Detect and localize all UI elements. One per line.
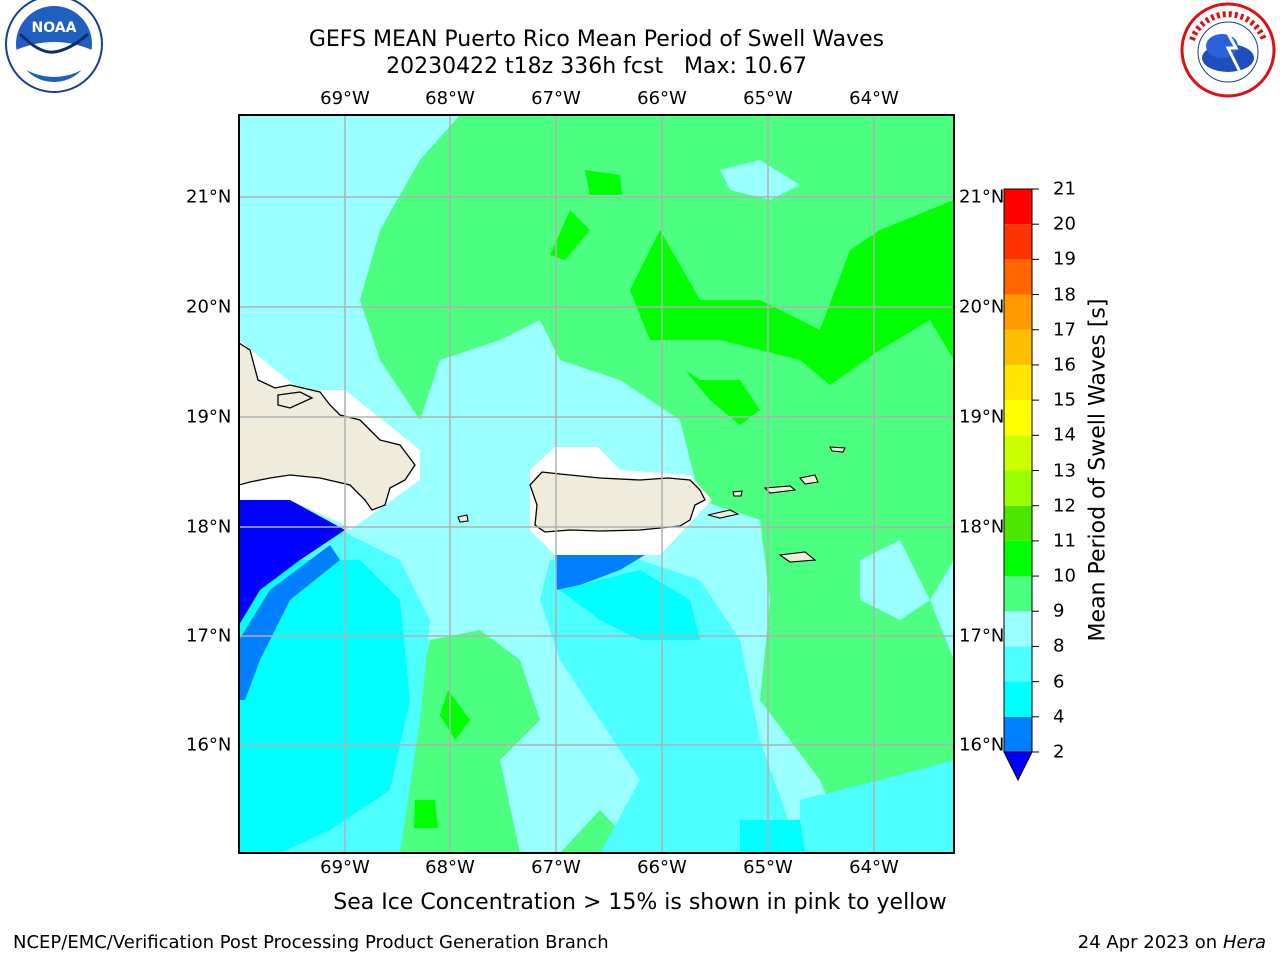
footer-date: 24 Apr 2023 on Hera (1078, 932, 1266, 953)
field-2-4 (239, 545, 340, 700)
bottom-lon-label: 65°W (743, 857, 793, 878)
noaa-logo: NOAA (5, 0, 103, 93)
colorbar-segment (1004, 259, 1032, 295)
colorbar-segment (1004, 646, 1032, 682)
field-6-8-east (800, 760, 954, 853)
field-8-9-patch (720, 160, 800, 200)
land-hispaniola-north (277, 391, 314, 409)
colorbar-segment (1004, 540, 1032, 577)
map-frame (238, 114, 955, 854)
top-lon-label: 68°W (425, 88, 475, 109)
colorbar-tick-label: 11 (1053, 530, 1076, 552)
colorbar-segment (1004, 716, 1032, 752)
top-lon-label: 65°W (743, 88, 793, 109)
colorbar-segment (1004, 189, 1032, 225)
field-10-11-e (440, 690, 470, 740)
colorbar-tick-label: 19 (1053, 248, 1076, 270)
land-anegada (829, 446, 846, 453)
left-lat-label: 18°N (186, 516, 232, 538)
footer-credit: NCEP/EMC/Verification Post Processing Pr… (13, 932, 609, 953)
top-lon-label: 64°W (849, 88, 899, 109)
noaa-logo-text: NOAA (32, 20, 77, 36)
field-4-6-se (740, 820, 805, 853)
colorbar-segment (1004, 576, 1032, 612)
footer-date-text: 24 Apr 2023 on (1077, 932, 1218, 953)
colorbar-segment (1004, 681, 1032, 717)
colorbar-segment (1004, 435, 1032, 471)
colorbar-tick-label: 18 (1053, 284, 1076, 306)
left-lat-label: 20°N (186, 296, 232, 318)
colorbar-tick-label: 16 (1053, 354, 1076, 376)
colorbar-segment (1004, 364, 1032, 401)
colorbar-tick-label: 9 (1053, 600, 1065, 622)
colorbar-segment (1004, 224, 1032, 260)
field-10-11-d (550, 210, 590, 260)
land-hispaniola (239, 342, 416, 511)
right-lat-label: 16°N (959, 734, 1005, 756)
colorbar-segment (1004, 505, 1032, 541)
footer-machine: Hera (1222, 932, 1266, 953)
bottom-lon-label: 68°W (425, 857, 475, 878)
right-lat-label: 19°N (959, 406, 1005, 428)
right-lat-label: 20°N (959, 296, 1005, 318)
left-lat-label: 21°N (186, 186, 232, 208)
colorbar-tick-label: 15 (1053, 389, 1076, 411)
field-8-9-patch2 (860, 540, 930, 620)
colorbar-tick-label: 10 (1053, 565, 1076, 587)
land-culebra (732, 490, 743, 497)
colorbar-label: Mean Period of Swell Waves [s] (1085, 298, 1111, 642)
top-lon-label: 66°W (637, 88, 687, 109)
colorbar-tick-label: 13 (1053, 460, 1076, 481)
field-4-6-south (560, 570, 700, 640)
colorbar-extend-min (1003, 751, 1033, 782)
field-10-11-a (630, 200, 954, 385)
top-lon-label: 67°W (531, 88, 581, 109)
colorbar-tick-label: 12 (1053, 495, 1076, 517)
colorbar-segment (1004, 611, 1032, 647)
field-10-11-c (585, 170, 622, 195)
colorbar-segment (1004, 400, 1032, 436)
bottom-lon-label: 66°W (637, 857, 687, 878)
sea-ice-note: Sea Ice Concentration > 15% is shown in … (333, 890, 947, 915)
colorbar-tick-label: 14 (1053, 424, 1076, 446)
bottom-lon-label: 64°W (849, 857, 899, 878)
colorbar-tick-label: 20 (1053, 213, 1076, 235)
colorbar-segment (1004, 294, 1032, 330)
colorbar-tick-label: 8 (1053, 635, 1065, 657)
field-6-8-south (540, 560, 800, 853)
bottom-lon-label: 69°W (320, 857, 370, 878)
colorbar-segment (1004, 470, 1032, 506)
land-mona (457, 514, 469, 523)
field-2-4-south (555, 555, 645, 590)
colorbar-tick-label: 6 (1053, 671, 1065, 693)
field-below-2 (239, 500, 345, 625)
colorbar-tick-label: 21 (1053, 178, 1076, 200)
land-st-croix (778, 551, 817, 563)
colorbar-segment (1004, 329, 1032, 365)
colorbar-tick-label: 2 (1053, 741, 1065, 763)
field-9-10-north (360, 115, 954, 853)
colorbar-tick-label: 4 (1053, 706, 1065, 728)
left-lat-label: 19°N (186, 406, 232, 428)
right-lat-label: 18°N (959, 516, 1005, 538)
bottom-lon-label: 67°W (531, 857, 581, 878)
field-10-11-f (414, 800, 438, 828)
colorbar-tick-label: 17 (1053, 319, 1076, 341)
left-lat-label: 16°N (186, 734, 232, 756)
left-lat-label: 17°N (186, 625, 232, 647)
chart-title: GEFS MEAN Puerto Rico Mean Period of Swe… (308, 27, 885, 52)
land-virgin-islands-2 (798, 474, 819, 485)
right-lat-label: 17°N (959, 625, 1005, 647)
land-vieques (707, 509, 740, 519)
right-lat-label: 21°N (959, 186, 1005, 208)
nws-logo (1180, 2, 1276, 98)
chart-subtitle: 20230422 t18z 336h fcst Max: 10.67 (386, 54, 807, 79)
grid-lines (239, 115, 954, 853)
field-4-6 (239, 560, 410, 853)
top-lon-label: 69°W (320, 88, 370, 109)
field-10-11-b (685, 370, 760, 425)
